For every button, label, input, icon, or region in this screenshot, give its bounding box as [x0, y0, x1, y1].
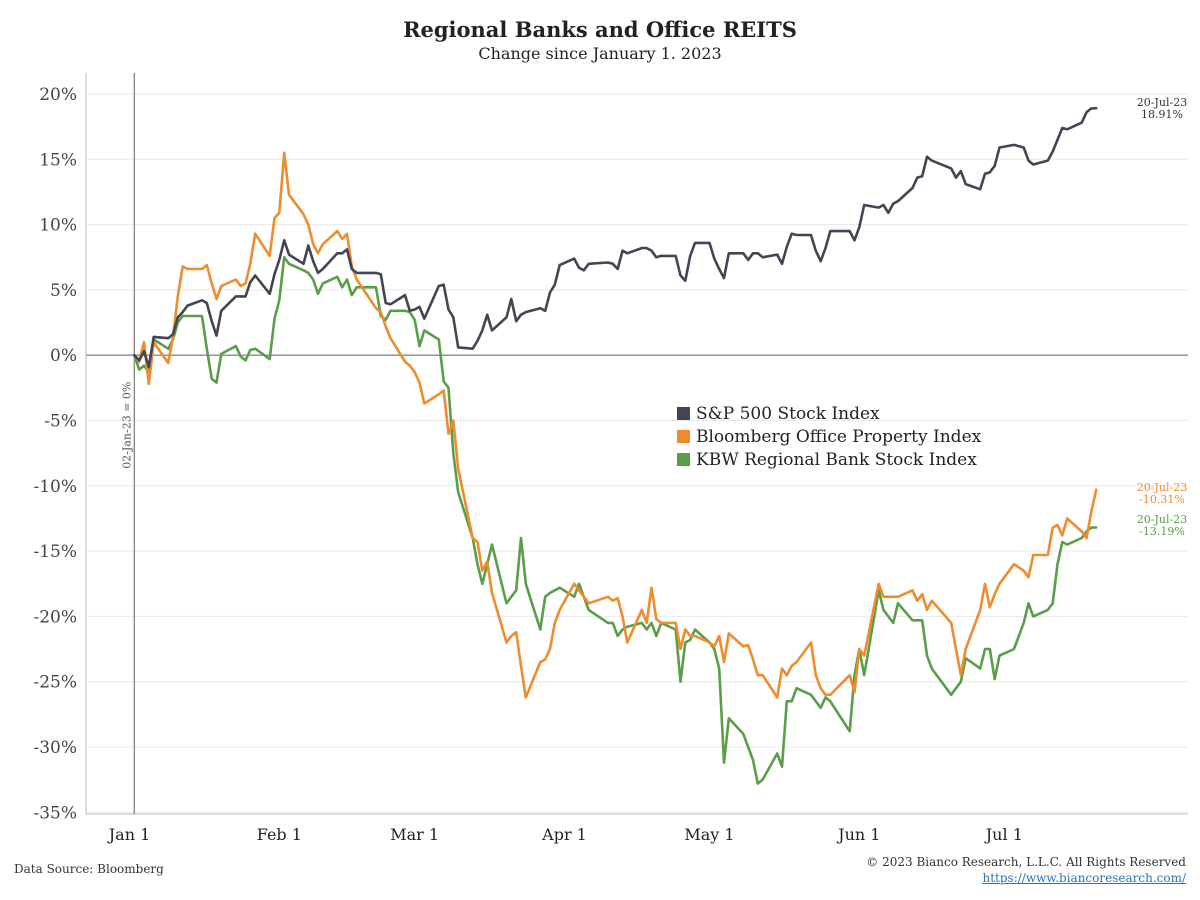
y-tick-label: -35%: [33, 803, 77, 823]
x-tick-label: Mar 1: [390, 825, 439, 844]
baseline-marker: 02-Jan-23 = 0%: [86, 73, 1188, 814]
legend-label: KBW Regional Bank Stock Index: [696, 450, 977, 470]
x-tick-label: Feb 1: [257, 825, 302, 844]
y-tick-label: -30%: [33, 738, 77, 758]
y-tick-label: -10%: [33, 477, 77, 497]
x-tick-label: Apr 1: [541, 825, 587, 844]
y-tick-label: -25%: [33, 673, 77, 693]
y-tick-label: -20%: [33, 607, 77, 627]
copyright-text: © 2023 Bianco Research, L.L.C. All Right…: [866, 855, 1186, 869]
legend-swatch: [677, 407, 690, 420]
y-tick-label: 0%: [50, 346, 77, 366]
legend-label: Bloomberg Office Property Index: [696, 427, 982, 447]
end-label-value: -13.19%: [1139, 525, 1185, 538]
end-label-date: 20-Jul-23: [1137, 96, 1187, 109]
copyright-block: © 2023 Bianco Research, L.L.C. All Right…: [866, 854, 1186, 886]
x-tick-label: May 1: [684, 825, 734, 844]
series-lines: [133, 106, 1098, 785]
x-axis: Jan 1 Feb 1 Mar 1 Apr 1 May 1 Jun 1 Jul 1: [107, 825, 1023, 844]
x-tick-label: Jan 1: [107, 825, 151, 844]
y-tick-label: 20%: [39, 85, 77, 105]
y-tick-label: -15%: [33, 542, 77, 562]
series-line: [133, 151, 1098, 699]
series-line: [133, 255, 1098, 785]
end-label-value: 18.91%: [1141, 108, 1183, 121]
y-axis: 20% 15% 10% 5% 0% -5% -10% -15% -20% -25% -30% -35%: [33, 73, 1188, 823]
legend: S&P 500 Stock Index Bloomberg Office Prop…: [677, 404, 982, 470]
end-labels: 20-Jul-2318.91%20-Jul-23-10.31%20-Jul-23…: [1137, 96, 1187, 538]
chart-subtitle: Change since January 1. 2023: [478, 44, 721, 63]
end-label-date: 20-Jul-23: [1137, 513, 1187, 526]
website-link[interactable]: https://www.biancoresearch.com/: [982, 871, 1186, 885]
legend-swatch: [677, 430, 690, 443]
x-tick-label: Jun 1: [836, 825, 880, 844]
end-label-date: 20-Jul-23: [1137, 481, 1187, 494]
end-label: 20-Jul-23-10.31%: [1137, 481, 1187, 506]
y-tick-label: 5%: [50, 281, 77, 301]
end-label: 20-Jul-23-13.19%: [1137, 513, 1187, 538]
y-tick-label: -5%: [44, 412, 77, 432]
legend-swatch: [677, 453, 690, 466]
line-chart: Regional Banks and Office REITS Change s…: [33, 17, 1188, 844]
series-line: [133, 106, 1098, 369]
baseline-annotation: 02-Jan-23 = 0%: [120, 382, 133, 469]
y-tick-label: 15%: [39, 150, 77, 170]
legend-label: S&P 500 Stock Index: [696, 404, 880, 424]
y-tick-label: 10%: [39, 216, 77, 236]
x-tick-label: Jul 1: [984, 825, 1023, 844]
data-source: Data Source: Bloomberg: [14, 862, 164, 876]
end-label-value: -10.31%: [1139, 493, 1185, 506]
chart-title: Regional Banks and Office REITS: [403, 17, 797, 42]
gridlines: [86, 93, 1188, 813]
